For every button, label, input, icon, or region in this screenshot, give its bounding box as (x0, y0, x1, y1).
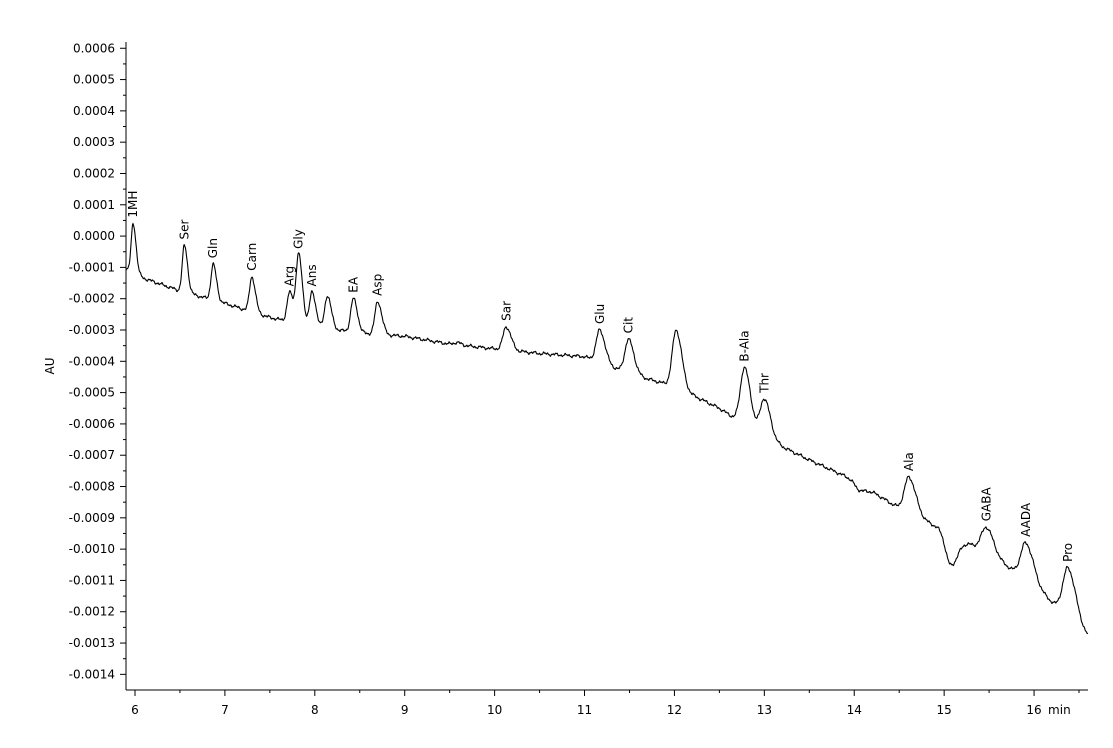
y-tick-label: -0.0007 (69, 448, 115, 462)
y-axis-title: AU (43, 358, 57, 375)
peak-label: Carn (245, 243, 259, 271)
y-tick-label: -0.0011 (69, 573, 115, 587)
peak-label: Asp (371, 274, 385, 296)
y-tick-label: -0.0014 (69, 667, 115, 681)
x-tick-label: 6 (131, 703, 139, 717)
peak-labels: 1MH Ser Gln Carn Arg Gly Ans EA Asp Sar Glu Cit B-Al… (126, 191, 1075, 562)
peak-label: Arg (283, 266, 297, 287)
x-tick-label: 15 (937, 703, 952, 717)
x-tick-label: 12 (667, 703, 682, 717)
chromatogram-trace (125, 222, 1089, 635)
peak-label: Pro (1061, 543, 1075, 562)
y-tick-label: -0.0008 (69, 480, 115, 494)
x-axis-ticks: 6 7 8 9 10 11 12 13 14 15 16 (131, 690, 1080, 717)
peak-label: EA (346, 276, 360, 293)
x-axis-unit-label: min (1048, 703, 1071, 717)
peak-label: Gly (292, 229, 306, 249)
peak-label: Ala (902, 452, 916, 471)
x-tick-label: 9 (401, 703, 409, 717)
y-tick-label: -0.0003 (69, 323, 115, 337)
y-tick-label: 0.0000 (73, 229, 115, 243)
peak-label: Sar (499, 301, 513, 321)
y-tick-label: -0.0009 (69, 511, 115, 525)
peak-label: Ser (177, 219, 191, 239)
peak-label: Ans (305, 264, 319, 286)
y-tick-label: 0.0006 (73, 41, 115, 55)
peak-label: Cit (622, 317, 636, 334)
x-tick-label: 8 (311, 703, 319, 717)
peak-label: Thr (757, 373, 771, 394)
y-tick-label: -0.0012 (69, 605, 115, 619)
x-tick-label: 16 (1026, 703, 1041, 717)
x-tick-label: 11 (577, 703, 592, 717)
peak-label: GABA (979, 486, 993, 521)
y-tick-label: -0.0002 (69, 292, 115, 306)
y-tick-label: 0.0003 (73, 135, 115, 149)
y-tick-label: 0.0001 (73, 198, 115, 212)
peak-label: 1MH (126, 191, 140, 218)
peak-label: AADA (1019, 502, 1033, 537)
y-tick-label: 0.0004 (73, 104, 115, 118)
peak-label: Gln (206, 238, 220, 258)
y-tick-label: 0.0002 (73, 166, 115, 180)
y-tick-label: -0.0013 (69, 636, 115, 650)
y-tick-label: -0.0010 (69, 542, 115, 556)
x-tick-label: 10 (487, 703, 502, 717)
y-tick-label: -0.0004 (69, 354, 115, 368)
x-tick-label: 7 (221, 703, 229, 717)
peak-label: B-Ala (738, 330, 752, 361)
y-tick-label: -0.0001 (69, 260, 115, 274)
y-tick-label: -0.0006 (69, 417, 115, 431)
y-tick-label: -0.0005 (69, 386, 115, 400)
y-tick-label: 0.0005 (73, 73, 115, 87)
y-axis-ticks: 0.0006 0.0005 0.0004 0.0003 0.0002 0.0001 0.00… (69, 41, 126, 681)
x-tick-label: 14 (847, 703, 862, 717)
peak-label: Glu (593, 304, 607, 324)
x-tick-label: 13 (757, 703, 772, 717)
